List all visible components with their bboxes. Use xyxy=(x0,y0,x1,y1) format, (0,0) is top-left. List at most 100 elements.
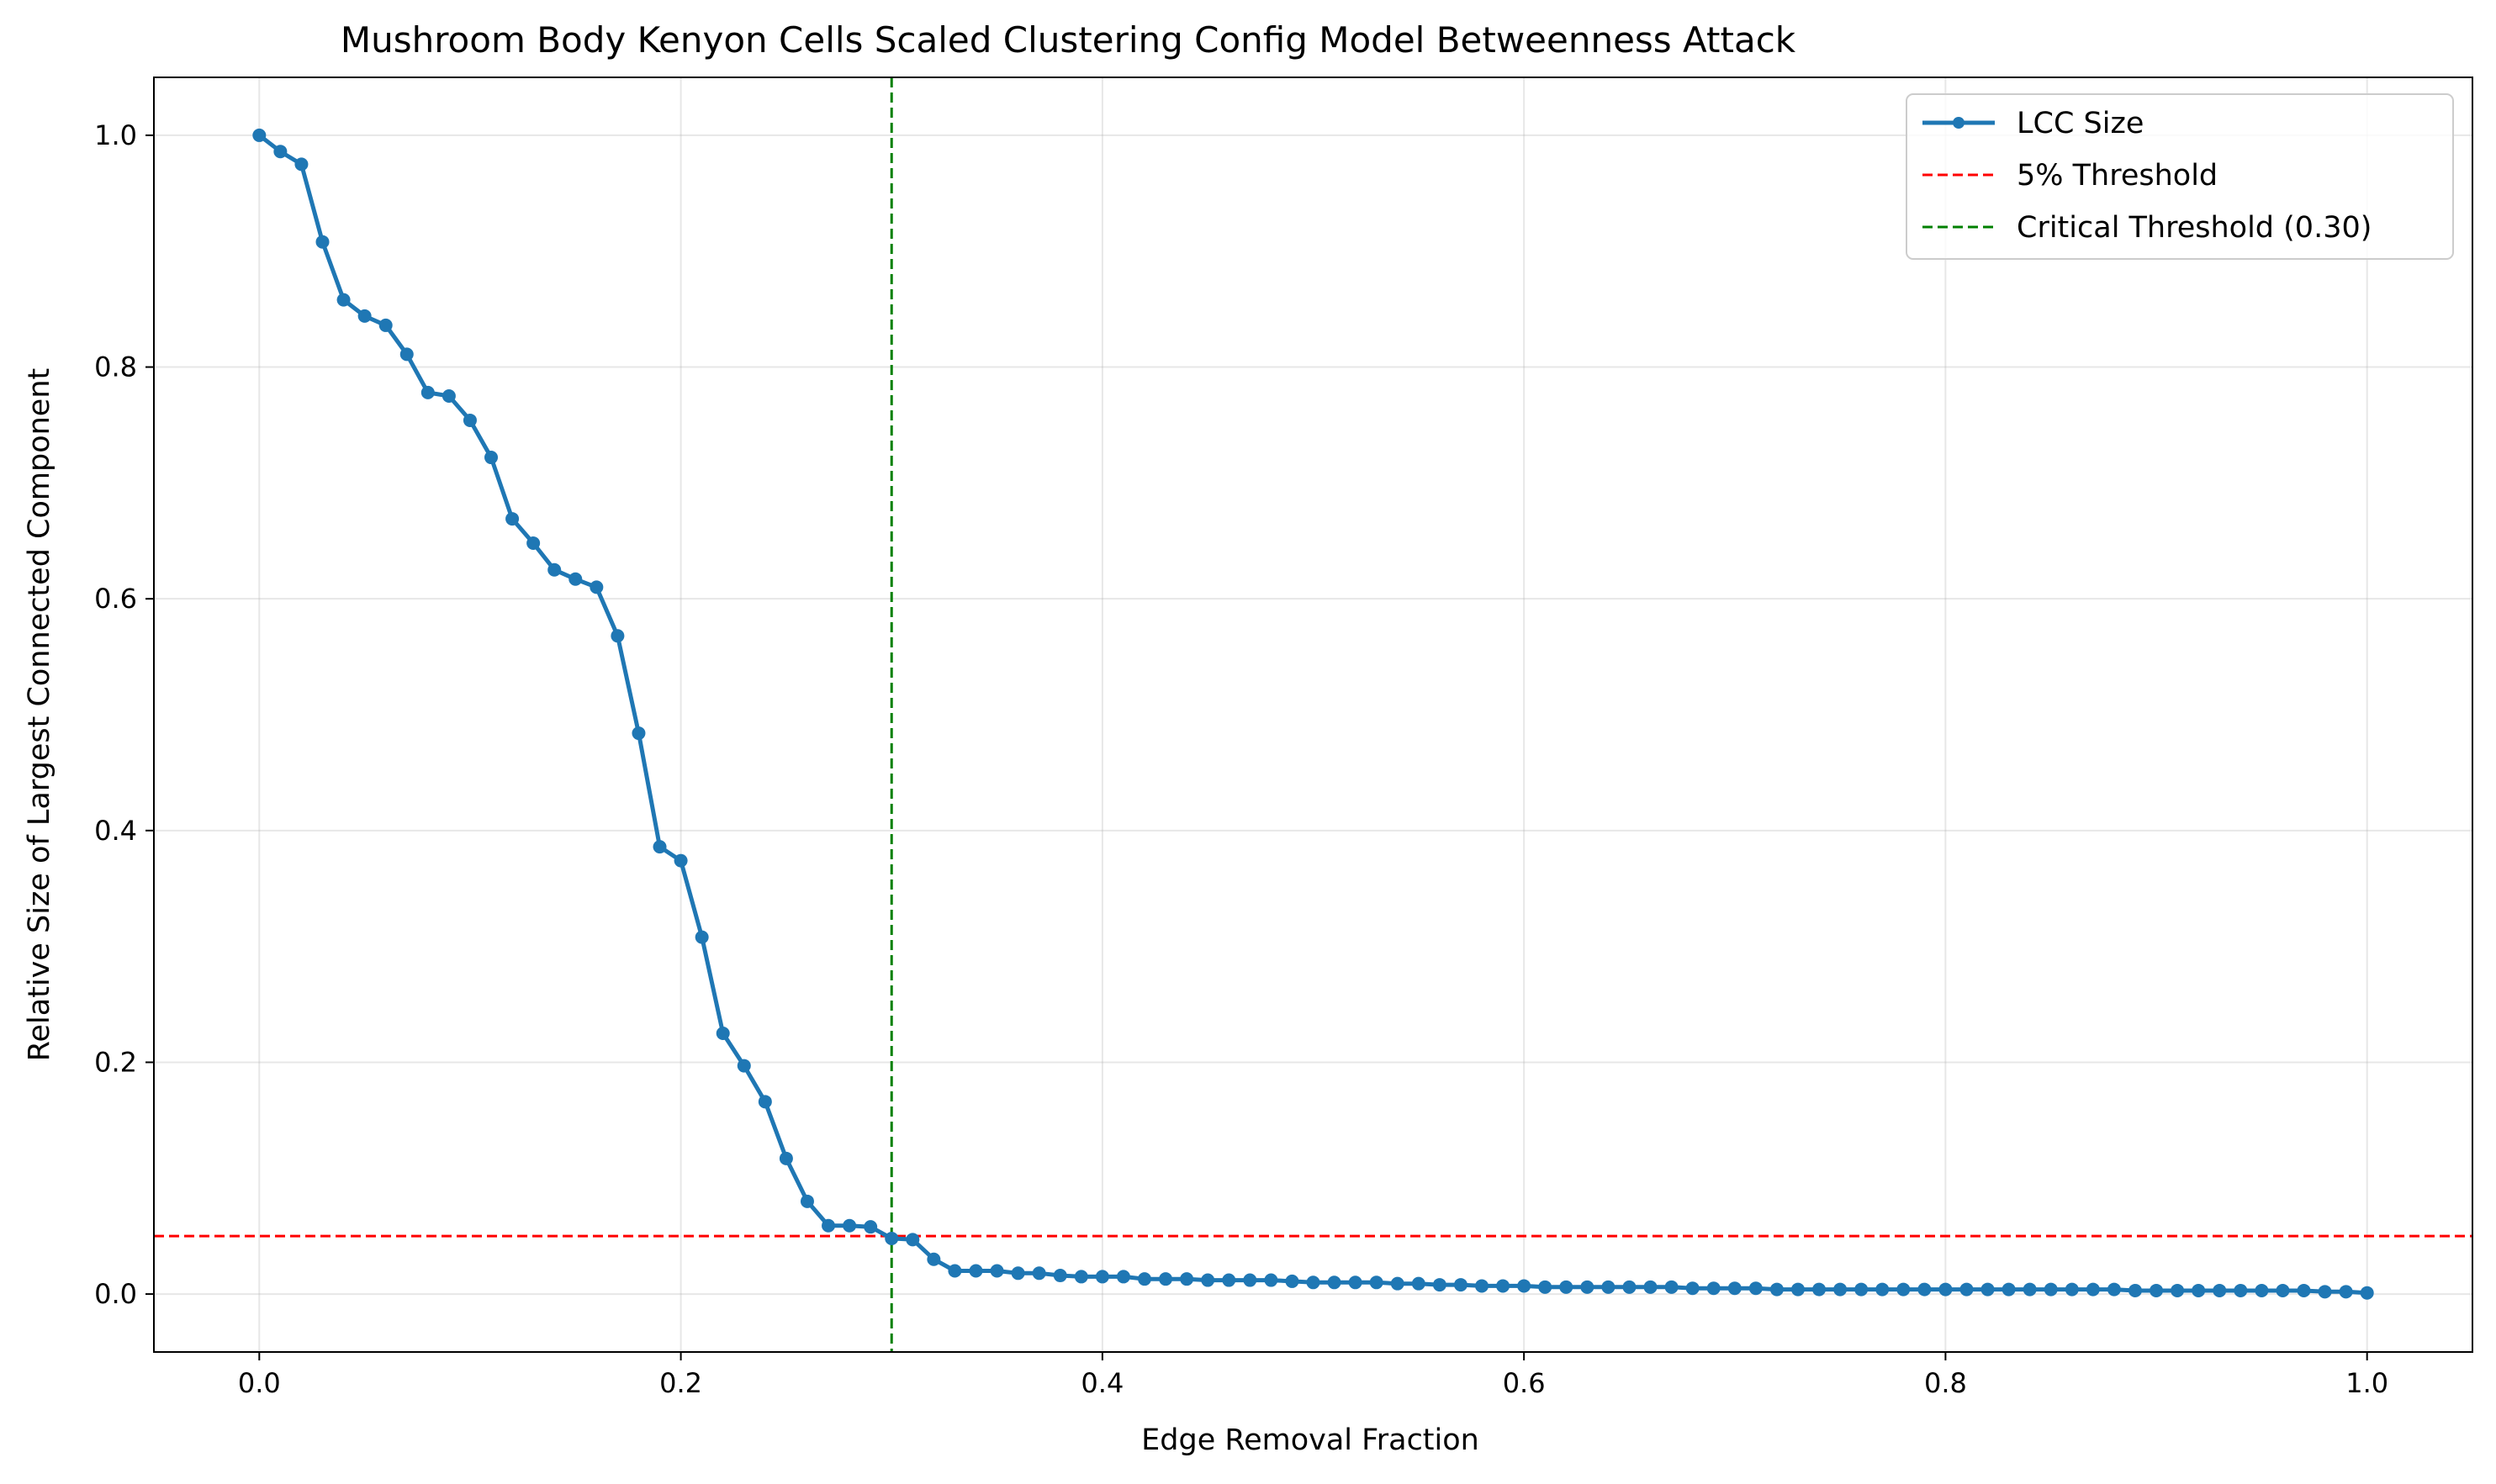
lcc-point xyxy=(779,1151,793,1165)
lcc-point xyxy=(1306,1275,1320,1290)
lcc-point xyxy=(1938,1282,1953,1297)
lcc-point xyxy=(653,840,667,854)
lcc-point xyxy=(1411,1276,1425,1291)
lcc-point xyxy=(1854,1282,1869,1297)
lcc-point xyxy=(378,318,393,332)
lcc-point xyxy=(1601,1280,1616,1294)
lcc-point xyxy=(1580,1280,1594,1294)
lcc-point xyxy=(737,1059,751,1073)
legend-label-lcc: LCC Size xyxy=(2017,107,2144,140)
y-tick-label: 0.4 xyxy=(94,815,137,847)
lcc-point xyxy=(1348,1275,1362,1290)
grid xyxy=(154,77,2472,1352)
lcc-point xyxy=(1137,1272,1151,1286)
y-axis-ticks: 0.0 0.2 0.4 0.6 0.8 1.0 xyxy=(94,119,154,1310)
lcc-point xyxy=(547,562,562,577)
legend-label-5pct: 5% Threshold xyxy=(2017,159,2218,193)
chart-title: Mushroom Body Kenyon Cells Scaled Cluste… xyxy=(341,19,1796,61)
lcc-point xyxy=(1559,1280,1573,1294)
x-tick-label: 0.4 xyxy=(1081,1367,1124,1399)
lcc-point xyxy=(906,1233,920,1247)
plot-frame xyxy=(153,77,2473,1353)
legend-label-critical: Critical Threshold (0.30) xyxy=(2017,211,2372,245)
lcc-point xyxy=(505,512,520,526)
lcc-point xyxy=(1685,1281,1700,1296)
lcc-point xyxy=(1812,1282,1827,1297)
lcc-point xyxy=(1875,1282,1890,1297)
lcc-point xyxy=(1538,1280,1552,1294)
lcc-point xyxy=(2023,1282,2037,1297)
lcc-point xyxy=(1095,1270,1109,1284)
lcc-point xyxy=(526,536,541,551)
lcc-point xyxy=(2234,1283,2248,1297)
lcc-point xyxy=(1980,1282,1995,1297)
lcc-point xyxy=(2213,1283,2227,1297)
lcc-point xyxy=(2107,1282,2121,1297)
lcc-point xyxy=(2360,1286,2374,1300)
lcc-point xyxy=(273,145,288,159)
x-tick-label: 0.8 xyxy=(1924,1367,1967,1399)
x-tick-label: 0.6 xyxy=(1503,1367,1546,1399)
lcc-point xyxy=(885,1231,899,1245)
lcc-point xyxy=(2171,1283,2185,1297)
legend-marker-lcc xyxy=(1953,117,1965,129)
lcc-point xyxy=(1790,1282,1805,1297)
lcc-point xyxy=(800,1194,814,1208)
lcc-point xyxy=(2002,1282,2016,1297)
x-tick-label: 0.2 xyxy=(659,1367,702,1399)
lcc-point xyxy=(2276,1283,2290,1297)
x-tick-label: 1.0 xyxy=(2345,1367,2388,1399)
lcc-point xyxy=(1475,1279,1489,1293)
lcc-point xyxy=(1264,1273,1278,1287)
lcc-point xyxy=(1285,1274,1299,1288)
y-tick-label: 0.0 xyxy=(94,1278,137,1310)
lcc-point xyxy=(2318,1285,2332,1299)
x-tick-label: 0.0 xyxy=(238,1367,281,1399)
lcc-point xyxy=(442,389,456,403)
lcc-point xyxy=(1180,1272,1194,1286)
lcc-point xyxy=(1833,1282,1848,1297)
lcc-point xyxy=(2339,1285,2353,1299)
lcc-point xyxy=(2065,1282,2079,1297)
lcc-point xyxy=(2086,1282,2100,1297)
lcc-point xyxy=(484,451,499,465)
y-tick-label: 1.0 xyxy=(94,119,137,151)
lcc-point xyxy=(568,572,583,586)
lcc-point xyxy=(399,347,414,362)
lcc-point xyxy=(2192,1283,2206,1297)
lcc-point xyxy=(2255,1283,2269,1297)
lcc-point xyxy=(2150,1283,2164,1297)
lcc-point xyxy=(1201,1273,1215,1287)
lcc-point xyxy=(1517,1279,1531,1293)
lcc-point xyxy=(1011,1266,1025,1281)
legend-box xyxy=(1906,93,2454,260)
lcc-point xyxy=(1896,1282,1911,1297)
lcc-point xyxy=(1453,1278,1467,1292)
lcc-point xyxy=(843,1218,857,1233)
lcc-point xyxy=(315,235,330,249)
lcc-point xyxy=(864,1220,878,1234)
y-tick-label: 0.6 xyxy=(94,583,137,615)
lcc-point xyxy=(1664,1280,1679,1294)
lcc-point xyxy=(632,726,646,741)
lcc-point xyxy=(1116,1270,1130,1284)
lcc-point xyxy=(1917,1282,1932,1297)
lcc-point xyxy=(463,413,477,427)
lcc-point xyxy=(1727,1281,1742,1296)
lcc-point xyxy=(2297,1283,2311,1297)
lcc-point xyxy=(1622,1280,1637,1294)
x-axis-label: Edge Removal Fraction xyxy=(1141,1423,1479,1457)
lcc-point xyxy=(420,385,435,399)
lcc-point xyxy=(1748,1281,1763,1296)
lcc-point xyxy=(357,309,372,323)
lcc-point xyxy=(1706,1281,1721,1296)
reference-lines xyxy=(154,77,2472,1352)
lcc-point xyxy=(294,157,309,172)
lcc-point xyxy=(1159,1272,1173,1286)
y-tick-label: 0.2 xyxy=(94,1046,137,1078)
lcc-point xyxy=(716,1027,730,1040)
lcc-point xyxy=(1769,1282,1784,1297)
y-axis-label: Relative Size of Largest Connected Compo… xyxy=(23,368,56,1061)
lcc-point xyxy=(822,1218,836,1233)
y-tick-label: 0.8 xyxy=(94,351,137,383)
